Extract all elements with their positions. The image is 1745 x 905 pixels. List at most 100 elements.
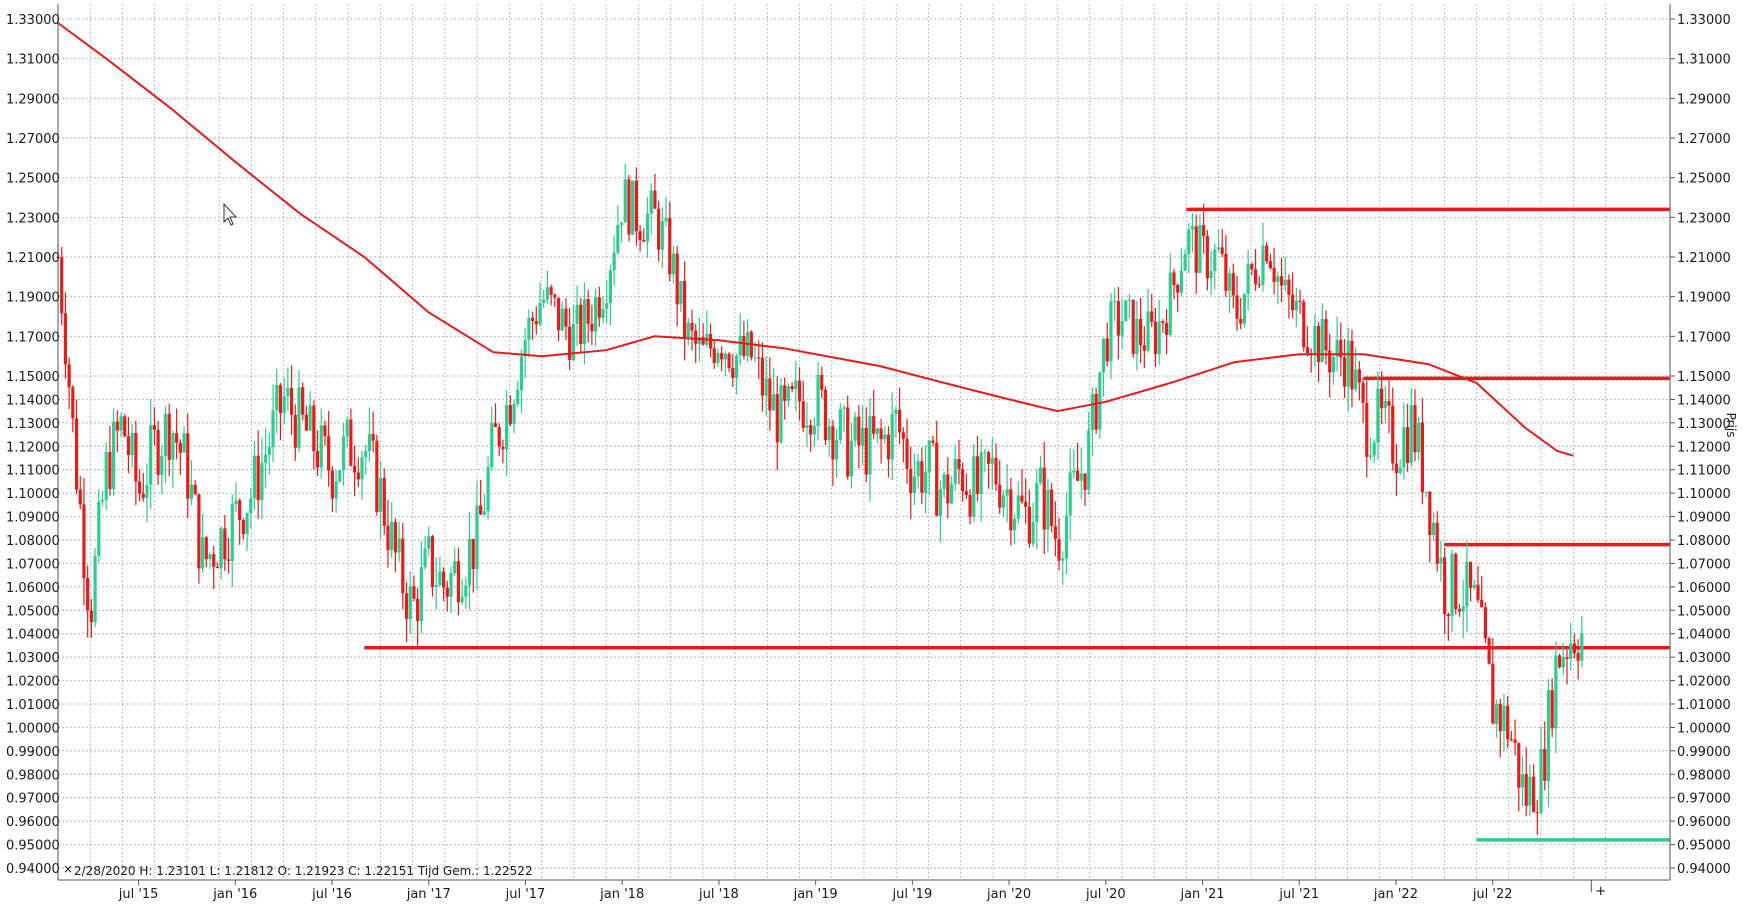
candle-body — [894, 409, 898, 415]
candle-body — [505, 405, 509, 450]
candle-body — [245, 513, 249, 535]
candle-body — [790, 386, 794, 390]
candle-body — [682, 280, 687, 338]
candle-body — [594, 297, 598, 332]
candle-body — [920, 461, 924, 493]
candle-body — [519, 356, 524, 391]
candle-body — [1183, 254, 1187, 271]
candle-body — [642, 239, 646, 242]
candle-body — [697, 337, 702, 344]
y-tick-label-right: 1.25000 — [1677, 172, 1731, 187]
candles — [56, 163, 1584, 835]
candle-body — [812, 426, 816, 435]
candle-body — [1472, 584, 1476, 588]
candle-body — [367, 434, 372, 452]
candle-body — [1313, 326, 1317, 355]
candle-body — [616, 225, 620, 253]
candle-body — [1187, 229, 1191, 255]
candle-body — [738, 335, 742, 356]
candle-body — [961, 469, 965, 492]
candle-body — [249, 498, 253, 514]
y-tick-label-right: 1.08000 — [1677, 534, 1731, 549]
candle-body — [1468, 561, 1473, 588]
candle-body — [234, 500, 238, 505]
candle-body — [657, 208, 661, 250]
y-tick-label-right: 0.95000 — [1677, 839, 1731, 854]
candle-body — [86, 577, 90, 611]
candle-body — [590, 323, 594, 332]
x-tick-label: jul '15 — [118, 887, 159, 902]
candle-body — [838, 408, 842, 440]
candle-body — [445, 587, 449, 597]
candle-body — [453, 561, 457, 574]
x-tick-label: jul '21 — [1278, 887, 1319, 902]
candle-body — [197, 494, 201, 569]
candle-body — [534, 320, 538, 325]
candle-body — [942, 474, 946, 490]
candle-body — [1487, 638, 1491, 664]
candle-body — [160, 455, 164, 475]
candle-body — [1150, 311, 1154, 322]
candle-body — [1161, 321, 1165, 323]
candle-body — [1224, 253, 1228, 291]
candle-body — [831, 426, 835, 460]
y-tick-label-right: 1.19000 — [1677, 291, 1731, 306]
candle-body — [1376, 388, 1380, 443]
candle-body — [571, 323, 575, 360]
candle-body — [1031, 522, 1035, 544]
candle-body — [315, 451, 320, 468]
y-tick-label-right: 1.23000 — [1677, 211, 1731, 226]
candle-body — [668, 218, 672, 275]
candle-body — [1565, 657, 1569, 659]
y-tick-label-left: 1.05000 — [6, 604, 60, 619]
candle-body — [708, 334, 713, 349]
candle-body — [1350, 340, 1354, 390]
candle-body — [397, 538, 401, 553]
candle-body — [1550, 690, 1554, 729]
candle-body — [438, 571, 442, 585]
status-text: 2/28/2020 H: 1.23101 L: 1.21812 O: 1.219… — [74, 864, 533, 878]
candle-body — [89, 610, 93, 623]
candle-body — [1064, 515, 1069, 559]
y-tick-label-right: 1.09000 — [1677, 511, 1731, 526]
candle-body — [1261, 245, 1265, 285]
candle-body — [1061, 558, 1065, 561]
candle-body — [1383, 400, 1387, 408]
candle-body — [805, 425, 809, 428]
candle-body — [312, 405, 316, 452]
candle-body — [137, 481, 142, 494]
candle-body — [375, 440, 379, 512]
candle-body — [97, 501, 101, 557]
candle-body — [1320, 319, 1324, 363]
candle-body — [67, 364, 71, 388]
candle-body — [834, 439, 839, 460]
candle-body — [1209, 271, 1213, 279]
y-tick-label-right: 1.14000 — [1677, 393, 1731, 408]
candle-body — [1198, 225, 1202, 273]
candle-body — [1316, 326, 1321, 363]
candle-body — [597, 297, 601, 318]
y-tick-label-left: 1.06000 — [6, 581, 60, 596]
candle-body — [241, 520, 245, 535]
candle-body — [1428, 491, 1432, 536]
candle-body — [1439, 557, 1443, 564]
candle-body — [100, 500, 105, 502]
y-tick-label-left: 1.01000 — [6, 698, 60, 713]
y-tick-label-left: 0.98000 — [6, 768, 60, 783]
y-tick-label-left: 0.95000 — [6, 839, 60, 854]
candle-body — [1405, 427, 1410, 463]
candle-body — [1480, 599, 1484, 608]
y-tick-label-left: 1.19000 — [6, 291, 60, 306]
candle-body — [946, 474, 950, 504]
candle-body — [860, 427, 865, 446]
candle-body — [256, 455, 260, 501]
candle-body — [1231, 273, 1235, 296]
candle-body — [479, 505, 483, 515]
candle-body — [330, 470, 334, 499]
candle-body — [60, 257, 64, 314]
candle-body — [238, 500, 242, 521]
candle-body — [104, 451, 108, 501]
candle-body — [1190, 226, 1195, 230]
candle-body — [1491, 663, 1495, 724]
